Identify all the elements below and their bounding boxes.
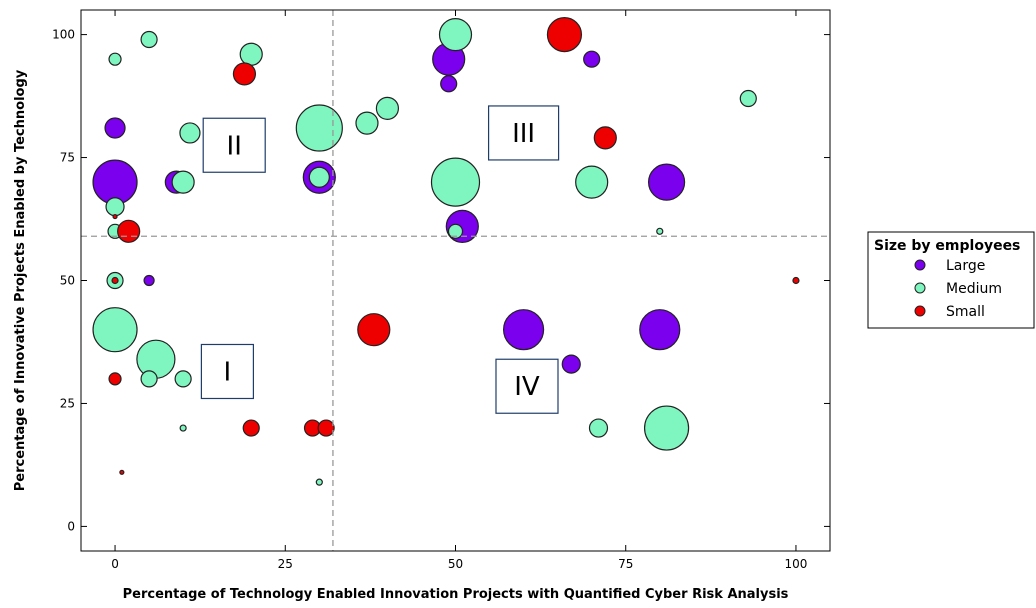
point-medium-4 bbox=[295, 104, 343, 152]
legend-label-small: Small bbox=[946, 304, 985, 320]
legend-title: Size by employees bbox=[874, 238, 1020, 254]
point-medium-2 bbox=[239, 42, 263, 66]
quadrant-box-ii bbox=[202, 117, 266, 173]
quadrant-label-iv: IV bbox=[514, 372, 540, 402]
y-tick-label-0: 0 bbox=[67, 519, 75, 533]
quadrant-box-iv bbox=[495, 358, 559, 414]
quadrant-label-ii: II bbox=[227, 131, 242, 161]
point-small-6 bbox=[792, 276, 800, 285]
x-tick-label-75: 75 bbox=[618, 557, 633, 571]
point-medium-23 bbox=[315, 478, 323, 486]
point-small-2 bbox=[593, 126, 617, 150]
point-small-9 bbox=[242, 419, 260, 437]
point-small-12 bbox=[119, 469, 125, 475]
point-medium-19 bbox=[136, 339, 176, 379]
point-medium-3 bbox=[179, 122, 201, 144]
point-medium-21 bbox=[174, 370, 192, 388]
legend-box bbox=[867, 231, 1035, 329]
point-medium-8 bbox=[739, 89, 757, 108]
point-small-11 bbox=[317, 419, 335, 437]
point-medium-25 bbox=[643, 405, 690, 451]
point-large-6 bbox=[440, 75, 458, 93]
point-small-5 bbox=[111, 276, 119, 285]
legend-marker-small bbox=[914, 305, 926, 317]
plot-area-frame bbox=[80, 9, 831, 552]
quadrant-label-iii: III bbox=[512, 119, 535, 149]
y-tick-label-25: 25 bbox=[60, 396, 75, 410]
point-small-0 bbox=[232, 62, 257, 86]
point-small-7 bbox=[357, 313, 391, 347]
point-medium-5 bbox=[355, 111, 379, 135]
point-medium-15 bbox=[447, 223, 464, 239]
point-medium-18 bbox=[92, 307, 138, 353]
y-tick-label-50: 50 bbox=[60, 274, 75, 288]
x-tick-label-100: 100 bbox=[785, 557, 808, 571]
point-large-10 bbox=[502, 309, 545, 351]
y-axis-label: Percentage of Innovative Projects Enable… bbox=[13, 69, 28, 491]
point-small-1 bbox=[546, 16, 583, 53]
point-small-8 bbox=[108, 372, 122, 386]
quadrant-label-i: I bbox=[224, 357, 232, 387]
point-medium-20 bbox=[140, 370, 158, 388]
point-large-9 bbox=[647, 163, 686, 201]
legend: Size by employees Large Medium Small bbox=[867, 231, 1035, 329]
x-tick-label-0: 0 bbox=[111, 557, 119, 571]
y-tick-label-100: 100 bbox=[52, 28, 75, 42]
point-medium-16 bbox=[656, 227, 664, 235]
point-large-12 bbox=[561, 354, 581, 374]
point-large-7 bbox=[583, 50, 601, 68]
y-tick-label-75: 75 bbox=[60, 151, 75, 165]
point-large-4 bbox=[143, 274, 155, 287]
x-tick-label-25: 25 bbox=[278, 557, 293, 571]
point-medium-0 bbox=[108, 52, 122, 66]
point-medium-12 bbox=[575, 165, 609, 199]
point-small-3 bbox=[117, 219, 141, 243]
legend-marker-medium bbox=[914, 282, 926, 294]
point-medium-13 bbox=[105, 197, 125, 217]
point-medium-11 bbox=[430, 157, 481, 207]
point-medium-10 bbox=[308, 166, 330, 188]
legend-label-medium: Medium bbox=[946, 281, 1002, 297]
point-medium-22 bbox=[179, 424, 187, 432]
x-axis-label: Percentage of Technology Enabled Innovat… bbox=[123, 587, 789, 602]
point-medium-1 bbox=[140, 30, 158, 49]
point-large-1 bbox=[104, 117, 126, 139]
x-tick-label-50: 50 bbox=[448, 557, 463, 571]
data-points bbox=[92, 16, 800, 486]
quadrant-box-i bbox=[200, 343, 254, 400]
point-small-4 bbox=[112, 213, 118, 220]
reference-lines bbox=[81, 10, 830, 551]
legend-label-large: Large bbox=[946, 258, 985, 274]
legend-marker-large bbox=[914, 259, 926, 271]
point-medium-6 bbox=[375, 96, 400, 120]
point-medium-24 bbox=[588, 418, 609, 438]
point-medium-9 bbox=[171, 170, 195, 194]
axis-ticks: 0 25 50 75 100 0 25 50 75 100 bbox=[52, 10, 830, 571]
point-large-11 bbox=[639, 309, 681, 351]
point-medium-7 bbox=[438, 17, 473, 52]
quadrant-box-iii bbox=[487, 105, 560, 161]
